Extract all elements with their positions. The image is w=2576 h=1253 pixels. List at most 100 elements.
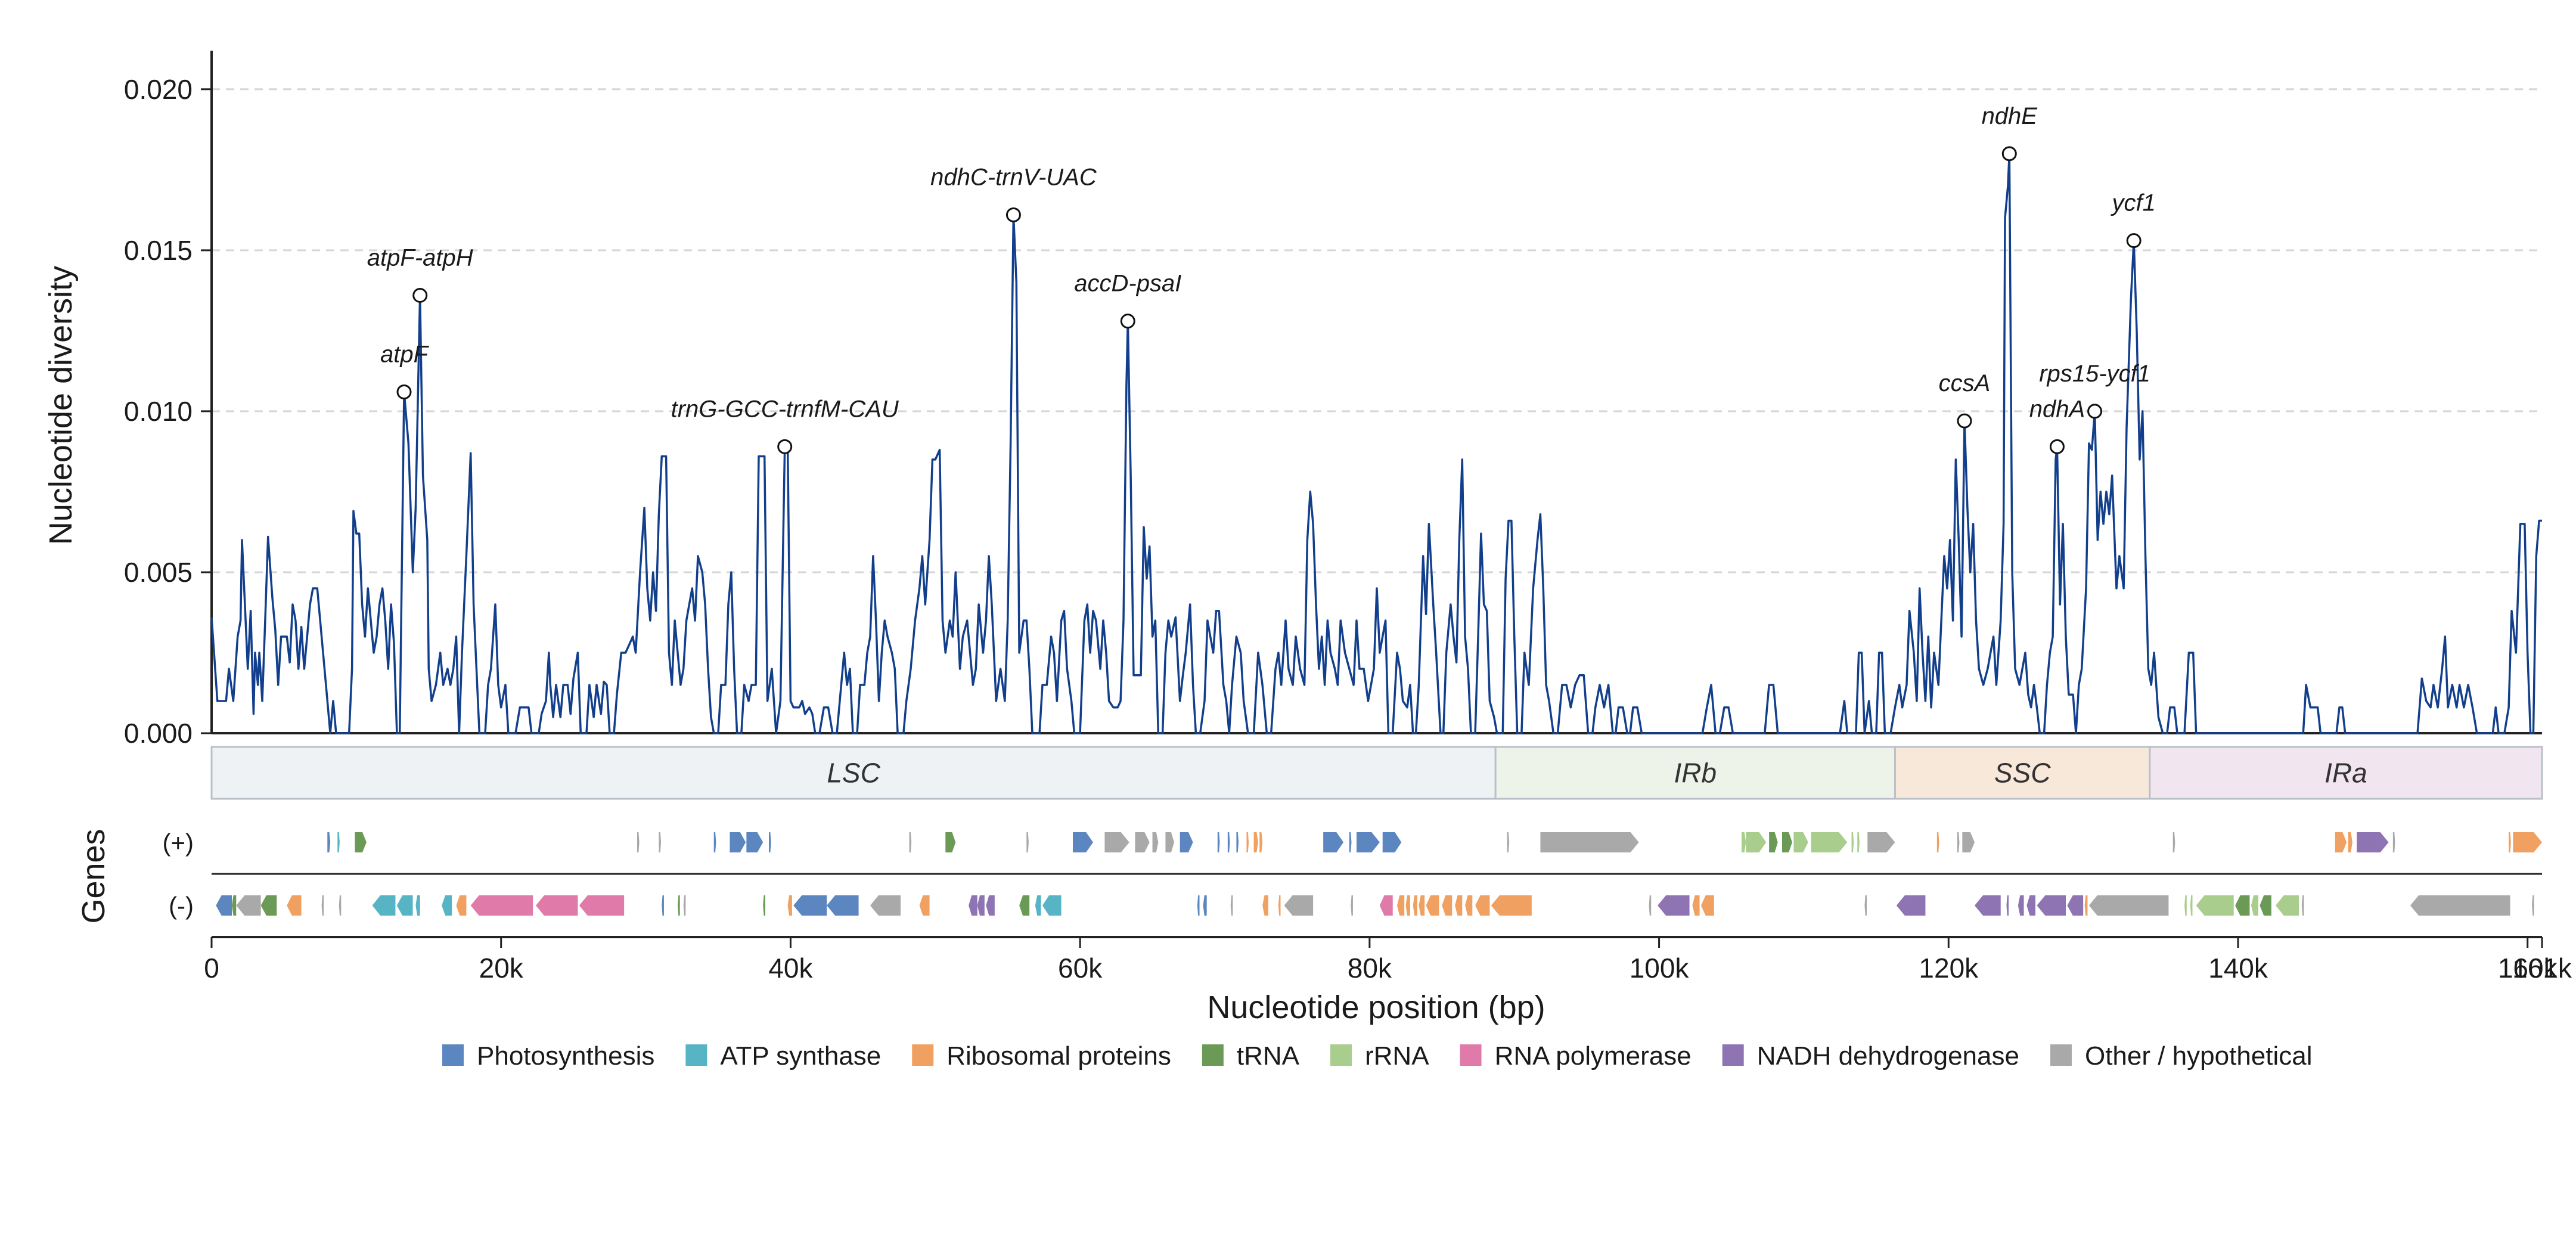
x-tick-label: 40k <box>768 953 813 984</box>
region-label: SSC <box>1994 758 2051 789</box>
peak-marker <box>396 384 412 399</box>
gene-feature <box>1405 895 1410 916</box>
gene-feature <box>1042 895 1062 916</box>
gene-feature <box>2301 895 2304 916</box>
gene-feature <box>2067 895 2084 916</box>
gene-feature <box>396 895 413 916</box>
gene-feature <box>1379 895 1393 916</box>
region-lsc <box>210 746 1497 800</box>
x-tick-label: 140k <box>2208 953 2268 984</box>
gene-feature <box>1230 895 1233 916</box>
gene-feature <box>1962 832 1975 852</box>
gene-feature <box>1782 832 1792 852</box>
x-tick-label: 100k <box>1630 953 1690 984</box>
strand-label-minus: (-) <box>169 892 194 920</box>
gene-feature <box>321 895 324 916</box>
gene-feature <box>260 895 277 916</box>
gene-feature <box>1413 895 1417 916</box>
gene-feature <box>977 895 985 916</box>
gene-feature <box>1203 895 1207 916</box>
legend-entry-label: tRNA <box>1237 1041 1300 1071</box>
peak-marker <box>2087 404 2103 419</box>
gene-feature <box>2260 895 2271 916</box>
axes: 0.000 0.005 0.010 0.015 0.020 0 20k 40k 60k 80k 10… <box>124 51 2572 984</box>
gene-feature <box>1864 895 1867 916</box>
legend-swatch <box>2050 1044 2072 1066</box>
gene-feature <box>1135 832 1150 852</box>
peak-marker <box>1120 314 1135 329</box>
legend-entry-label: Ribosomal proteins <box>946 1041 1171 1071</box>
gene-feature <box>1957 832 1960 852</box>
gene-feature <box>1851 832 1854 852</box>
gene-feature <box>1692 895 1700 916</box>
gene-feature <box>327 832 331 852</box>
region-label: LSC <box>827 758 880 789</box>
gene-feature <box>536 895 578 916</box>
y-tick-label: 0.015 <box>124 235 193 266</box>
peak-marker <box>1957 413 1972 429</box>
gene-feature <box>216 895 232 916</box>
gene-feature <box>2276 895 2299 916</box>
x-tick-label: 20k <box>479 953 524 984</box>
strand-label-plus: (+) <box>163 829 194 857</box>
gene-feature <box>1165 832 1174 852</box>
gene-feature <box>1152 832 1159 852</box>
gene-feature <box>1975 895 2001 916</box>
gene-feature <box>1658 895 1690 916</box>
gene-feature <box>1262 895 1268 916</box>
genome-regions-track: LSC IRb SSC IRa <box>210 746 2543 800</box>
gene-feature <box>945 832 956 852</box>
gene-feature <box>909 832 912 852</box>
gene-feature <box>442 895 452 916</box>
y-tick-label: 0.000 <box>124 718 193 749</box>
gene-feature <box>1259 832 1263 852</box>
peak-label: atpF-atpH <box>367 244 473 271</box>
gene-feature <box>2513 832 2542 852</box>
gene-feature <box>2184 895 2187 916</box>
peak-marker <box>2001 146 2017 162</box>
gene-feature <box>470 895 533 916</box>
gene-feature <box>2251 895 2258 916</box>
legend-entry-label: Photosynthesis <box>477 1041 654 1071</box>
diversity-line <box>210 153 2542 734</box>
gene-feature <box>746 832 764 852</box>
gene-feature <box>2084 895 2088 916</box>
region-label: IRb <box>1674 758 1717 789</box>
gene-feature <box>769 832 771 852</box>
peak-marker <box>1005 207 1021 222</box>
gene-feature <box>287 895 302 916</box>
gene-feature <box>1397 895 1405 916</box>
peak-marker <box>412 287 428 303</box>
gene-feature <box>1936 832 1939 852</box>
legend-swatch <box>1460 1044 1482 1066</box>
gene-feature <box>662 895 664 916</box>
gene-feature <box>1867 832 1895 852</box>
gene-feature <box>1857 832 1860 852</box>
gene-feature <box>2235 895 2250 916</box>
gene-feature <box>1073 832 1093 852</box>
gene-feature <box>1104 832 1129 852</box>
gene-feature <box>1197 895 1200 916</box>
region-ira <box>2149 746 2543 800</box>
gene-feature <box>1769 832 1778 852</box>
gene-feature <box>1019 895 1030 916</box>
x-tick-label: 160k <box>2498 953 2558 984</box>
gene-feature <box>1349 832 1352 852</box>
gene-feature <box>1382 832 1402 852</box>
legend-swatch <box>912 1044 934 1066</box>
gene-feature <box>919 895 930 916</box>
legend: Photosynthesis ATP synthase Ribosomal prot… <box>442 1041 2313 1071</box>
x-tick-label: 161k <box>2512 953 2572 984</box>
peak-label: ndhC-trnV-UAC <box>930 164 1097 190</box>
legend-swatch <box>1330 1044 1352 1066</box>
peak-label: ndhE <box>1982 103 2038 129</box>
legend-entry-label: rRNA <box>1365 1041 1429 1071</box>
x-tick-label: 60k <box>1058 953 1103 984</box>
gene-feature <box>1811 832 1848 852</box>
gene-feature <box>415 895 420 916</box>
gene-feature <box>372 895 396 916</box>
gene-feature <box>579 895 625 916</box>
gene-feature <box>2190 895 2193 916</box>
gene-feature <box>1442 895 1453 916</box>
gene-feature <box>2335 832 2347 852</box>
